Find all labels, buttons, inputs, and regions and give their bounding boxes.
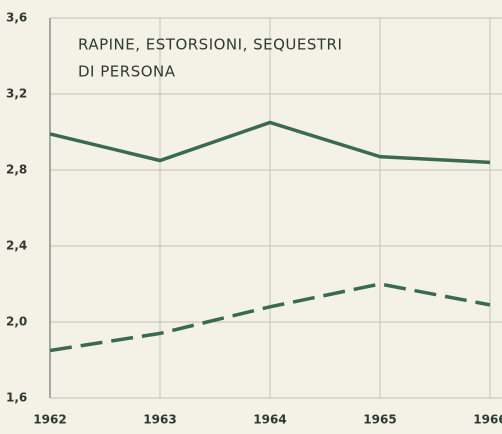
y-tick-label: 3,6 (6, 11, 27, 25)
y-tick-label: 1,6 (6, 391, 27, 405)
y-tick-label: 2,8 (6, 163, 27, 177)
x-tick-label: 1962 (33, 413, 66, 427)
line (49, 282, 491, 353)
x-tick-label: 1966 (473, 413, 502, 427)
line (49, 120, 491, 165)
y-tick-label: 2,0 (6, 315, 27, 329)
y-tick-label: 3,2 (6, 87, 27, 101)
x-tick-label: 1965 (363, 413, 396, 427)
y-tick-label: 2,4 (6, 239, 27, 253)
x-tick-label: 1964 (253, 413, 286, 427)
chart-title: RAPINE, ESTORSIONI, SEQUESTRI (78, 36, 342, 54)
chart-title: DI PERSONA (78, 63, 176, 81)
x-tick-label: 1963 (143, 413, 176, 427)
